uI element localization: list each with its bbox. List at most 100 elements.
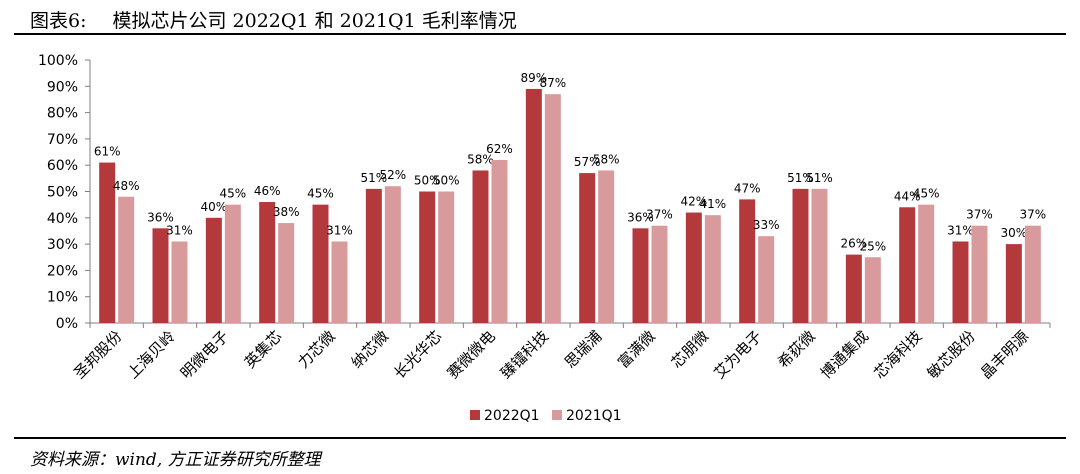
- y-tick-label: 40%: [47, 211, 78, 227]
- data-label-2022q1: 89%: [520, 71, 547, 85]
- bar-2022q1: [152, 228, 169, 323]
- bar-2022q1: [472, 170, 489, 323]
- data-label-2021q1: 58%: [593, 152, 620, 166]
- data-label-2021q1: 45%: [913, 187, 940, 201]
- figure-title: 图表6: 模拟芯片公司 2022Q1 和 2021Q1 毛利率情况: [30, 6, 517, 33]
- y-tick-label: 50%: [47, 185, 78, 201]
- bar-2021q1: [491, 159, 508, 323]
- y-tick-label: 60%: [47, 158, 78, 174]
- x-category-label: 博通集成: [817, 327, 872, 382]
- bar-2022q1: [205, 217, 222, 323]
- bar-2022q1: [952, 241, 969, 323]
- bar-2021q1: [544, 94, 561, 323]
- data-label-2022q1: 40%: [200, 200, 227, 214]
- data-label-2021q1: 51%: [806, 171, 833, 185]
- bar-2021q1: [704, 215, 721, 323]
- data-label-2022q1: 42%: [680, 195, 707, 209]
- data-label-2022q1: 31%: [947, 223, 974, 237]
- bar-2022q1: [792, 188, 809, 323]
- x-category-label: 长光华芯: [390, 327, 445, 382]
- bar-2022q1: [899, 207, 916, 323]
- bar-2021q1: [971, 225, 988, 323]
- y-tick-label: 70%: [47, 132, 78, 148]
- data-label-2022q1: 36%: [627, 210, 654, 224]
- x-category-label: 英集芯: [241, 327, 286, 372]
- bottom-rule: [14, 437, 1066, 439]
- data-label-2021q1: 48%: [113, 179, 140, 193]
- x-category-label: 臻镭科技: [497, 327, 552, 382]
- bar-2022q1: [685, 212, 702, 323]
- data-label-2022q1: 50%: [414, 174, 441, 188]
- data-label-2021q1: 45%: [219, 187, 246, 201]
- bar-2022q1: [739, 199, 756, 323]
- figure-title-text: 模拟芯片公司 2022Q1 和 2021Q1 毛利率情况: [112, 10, 517, 32]
- x-category-label: 芯朋微: [668, 327, 713, 372]
- y-tick-label: 80%: [47, 106, 78, 122]
- data-label-2022q1: 51%: [787, 171, 814, 185]
- bar-2021q1: [811, 188, 828, 323]
- x-category-label: 圣邦股份: [70, 327, 125, 382]
- bar-2021q1: [918, 204, 935, 323]
- figure-number: 图表6:: [30, 10, 87, 32]
- data-label-2022q1: 44%: [894, 189, 921, 203]
- data-label-2021q1: 41%: [699, 197, 726, 211]
- top-rule: [14, 33, 1066, 35]
- bar-2022q1: [579, 173, 596, 323]
- x-category-label: 力芯微: [294, 327, 339, 372]
- bar-2022q1: [312, 204, 329, 323]
- data-label-2021q1: 37%: [646, 208, 673, 222]
- data-label-2022q1: 30%: [1000, 226, 1027, 240]
- bar-2021q1: [651, 225, 668, 323]
- x-category-label: 晶丰明源: [977, 327, 1032, 382]
- data-label-2021q1: 37%: [1019, 208, 1046, 222]
- data-label-2022q1: 47%: [734, 181, 761, 195]
- bar-2021q1: [171, 241, 188, 323]
- bar-2022q1: [99, 162, 116, 323]
- bar-2021q1: [864, 257, 881, 323]
- legend-label-2022q1: 2022Q1: [484, 408, 540, 424]
- bar-2021q1: [598, 170, 615, 323]
- bar-2021q1: [224, 204, 241, 323]
- bar-2021q1: [118, 196, 135, 323]
- source-note: 资料来源：wind, 方正证券研究所整理: [30, 450, 321, 470]
- data-label-2022q1: 57%: [574, 155, 601, 169]
- x-category-label: 艾为电子: [710, 327, 765, 382]
- legend-swatch-2022q1: [470, 410, 480, 420]
- data-label-2022q1: 61%: [94, 145, 121, 159]
- x-category-label: 明微电子: [177, 327, 232, 382]
- bar-2022q1: [365, 188, 382, 323]
- data-label-2022q1: 51%: [360, 171, 387, 185]
- bar-2022q1: [1005, 244, 1022, 323]
- data-label-2022q1: 45%: [307, 187, 334, 201]
- data-label-2021q1: 31%: [326, 223, 353, 237]
- bar-2021q1: [384, 186, 401, 323]
- data-label-2021q1: 33%: [753, 218, 780, 232]
- x-category-label: 上海贝岭: [124, 327, 179, 382]
- data-label-2022q1: 58%: [467, 152, 494, 166]
- y-tick-label: 30%: [47, 237, 78, 253]
- bar-2022q1: [632, 228, 649, 323]
- bar-2021q1: [1024, 225, 1041, 323]
- bar-2021q1: [438, 191, 455, 323]
- x-category-label: 芯海科技: [870, 327, 925, 382]
- x-category-label: 希荻微: [774, 327, 819, 372]
- bar-2021q1: [331, 241, 348, 323]
- data-label-2021q1: 62%: [486, 142, 513, 156]
- data-label-2021q1: 38%: [273, 205, 300, 219]
- data-label-2022q1: 36%: [147, 210, 174, 224]
- y-tick-label: 90%: [47, 79, 78, 95]
- y-tick-label: 20%: [47, 263, 78, 279]
- bar-2022q1: [259, 202, 276, 323]
- x-category-label: 敏芯股份: [924, 327, 979, 382]
- bar-2022q1: [845, 254, 862, 323]
- data-label-2021q1: 37%: [966, 208, 993, 222]
- data-label-2021q1: 31%: [166, 223, 193, 237]
- bar-2022q1: [419, 191, 436, 323]
- legend-swatch-2021q1: [552, 410, 562, 420]
- y-tick-label: 10%: [47, 290, 78, 306]
- x-category-label: 思瑞浦: [561, 327, 606, 372]
- y-tick-label: 100%: [38, 53, 78, 69]
- y-tick-label: 0%: [56, 316, 78, 332]
- data-label-2021q1: 50%: [433, 174, 460, 188]
